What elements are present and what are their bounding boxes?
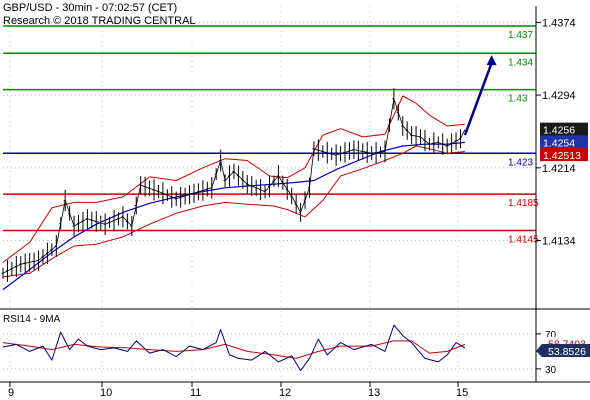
rsi-tick-label-1: 30 xyxy=(545,365,557,376)
level-label-4: 1.4185 xyxy=(508,198,539,209)
rsi-panel xyxy=(2,324,536,372)
rsi-line xyxy=(2,324,466,372)
price-badge-1 xyxy=(540,135,588,149)
level-label-3: 1.423 xyxy=(508,157,533,168)
level-label-0: 1.437 xyxy=(508,30,533,41)
x-tick-label-1: 10 xyxy=(100,387,112,399)
y-tick-label-0: 1.4374 xyxy=(542,17,576,29)
x-tick-label-3: 12 xyxy=(279,387,291,399)
rsi-badge-1 xyxy=(536,343,590,357)
axes: 1.4374 1.4294 1.4214 1.4134 70 30 9 10 11 12 13 15 xyxy=(0,6,590,399)
price-bars xyxy=(1,88,461,282)
x-tick-label-4: 13 xyxy=(368,387,380,399)
x-tick-label-0: 9 xyxy=(8,387,14,399)
level-label-2: 1.43 xyxy=(508,94,528,105)
price-series-group xyxy=(1,55,497,291)
y-tick-label-3: 1.4134 xyxy=(542,236,576,248)
y-tick-label-1: 1.4294 xyxy=(542,90,576,102)
price-badge-0 xyxy=(540,122,588,136)
forecast-arrow-head xyxy=(486,55,497,66)
price-badge-2 xyxy=(540,148,588,162)
price-badge-label-0: 1.4256 xyxy=(543,125,575,137)
chart-title: GBP/USD - 30min - 07:02:57 (CET) xyxy=(3,2,177,14)
level-label-5: 1.4145 xyxy=(508,235,539,246)
rsi-title: RSI14 - 9MA xyxy=(3,314,61,325)
y-tick-label-2: 1.4214 xyxy=(542,163,576,175)
rsi-ma-line xyxy=(2,340,466,359)
price-badge-label-1: 1.4254 xyxy=(543,137,575,149)
main-grid xyxy=(3,6,536,382)
price-close-line xyxy=(2,98,466,274)
bollinger-lower-line xyxy=(2,145,465,278)
rsi-badge-label-1: 53.8526 xyxy=(548,346,586,358)
forecast-arrow-shaft xyxy=(463,62,493,136)
level-label-1: 1.434 xyxy=(508,57,533,68)
price-badge-label-2: 1.42513 xyxy=(543,150,581,162)
x-tick-label-5: 15 xyxy=(456,387,468,399)
chart-subtitle: Research © 2018 TRADING CENTRAL xyxy=(3,15,196,27)
x-tick-label-2: 11 xyxy=(190,387,201,399)
rsi-tick-label-0: 70 xyxy=(545,330,557,341)
